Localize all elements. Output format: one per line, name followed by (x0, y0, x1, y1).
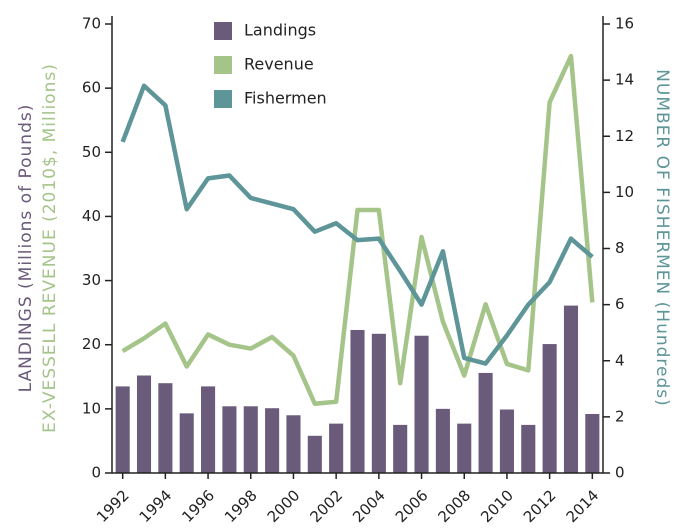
legend-swatch (214, 90, 232, 108)
y2-tick-label: 14 (615, 71, 634, 89)
y-axis-label-secondary: EX-VESSELL REVENUE (2010$, Millions) (40, 63, 60, 433)
y2-tick-label: 2 (615, 407, 625, 425)
x-tick-label: 2012 (520, 486, 560, 526)
bar (563, 305, 579, 473)
x-tick-label: 1996 (178, 486, 218, 526)
bar (179, 413, 194, 473)
bar (201, 386, 216, 473)
legend-label: Landings (244, 21, 316, 40)
y2-tick-label: 6 (615, 295, 625, 313)
bar (585, 413, 600, 473)
bar (499, 409, 514, 473)
x-tick-label: 2000 (264, 486, 304, 526)
legend-label: Revenue (244, 55, 314, 74)
bar (521, 424, 536, 473)
y-tick-label: 10 (82, 399, 101, 417)
y2-tick-label: 4 (615, 351, 625, 369)
x-tick-label: 1998 (221, 486, 261, 526)
bar (393, 424, 408, 473)
x-tick-label: 2002 (306, 486, 346, 526)
legend-label: Fishermen (244, 89, 327, 108)
y-tick-label: 30 (82, 271, 101, 289)
x-tick-label: 2008 (435, 486, 475, 526)
x-tick-label: 2004 (349, 486, 389, 526)
bar (115, 386, 130, 473)
x-tick-label: 1994 (136, 486, 176, 526)
bar (457, 423, 472, 473)
x-tick-label: 1992 (93, 486, 133, 526)
y-tick-label: 20 (82, 335, 101, 353)
bar (243, 406, 258, 473)
y-tick-label: 50 (82, 143, 101, 161)
bar (435, 408, 450, 473)
x-tick-label: 2006 (392, 486, 432, 526)
line-fishermen (120, 83, 594, 366)
y2-tick-label: 12 (615, 127, 634, 145)
bar (265, 408, 280, 473)
y2-tick-label: 16 (615, 15, 634, 33)
y-tick-label: 60 (82, 79, 101, 97)
line-revenue (121, 53, 595, 406)
bar (414, 335, 429, 473)
y-tick-label: 0 (91, 464, 101, 482)
bar (286, 415, 301, 473)
bar (478, 372, 493, 473)
bar (371, 333, 386, 473)
y2-tick-label: 0 (615, 464, 625, 482)
y2-tick-label: 8 (615, 239, 625, 257)
x-tick-label: 2014 (563, 486, 603, 526)
y2-tick-label: 10 (615, 183, 634, 201)
bar (350, 329, 365, 473)
bar (329, 423, 344, 473)
y-tick-label: 70 (82, 15, 101, 33)
x-tick-label: 2010 (477, 486, 517, 526)
bar (542, 344, 557, 473)
bar (222, 406, 237, 473)
bar (136, 375, 152, 473)
legend-swatch (214, 56, 232, 74)
y-axis-label: LANDINGS (Millions of Pounds) (16, 104, 36, 393)
y2-axis-label: NUMBER OF FISHERMEN (Hundreds) (652, 69, 672, 407)
bar (158, 383, 173, 473)
legend-swatch (214, 22, 232, 40)
y-tick-label: 40 (82, 207, 101, 225)
bar (307, 435, 322, 473)
